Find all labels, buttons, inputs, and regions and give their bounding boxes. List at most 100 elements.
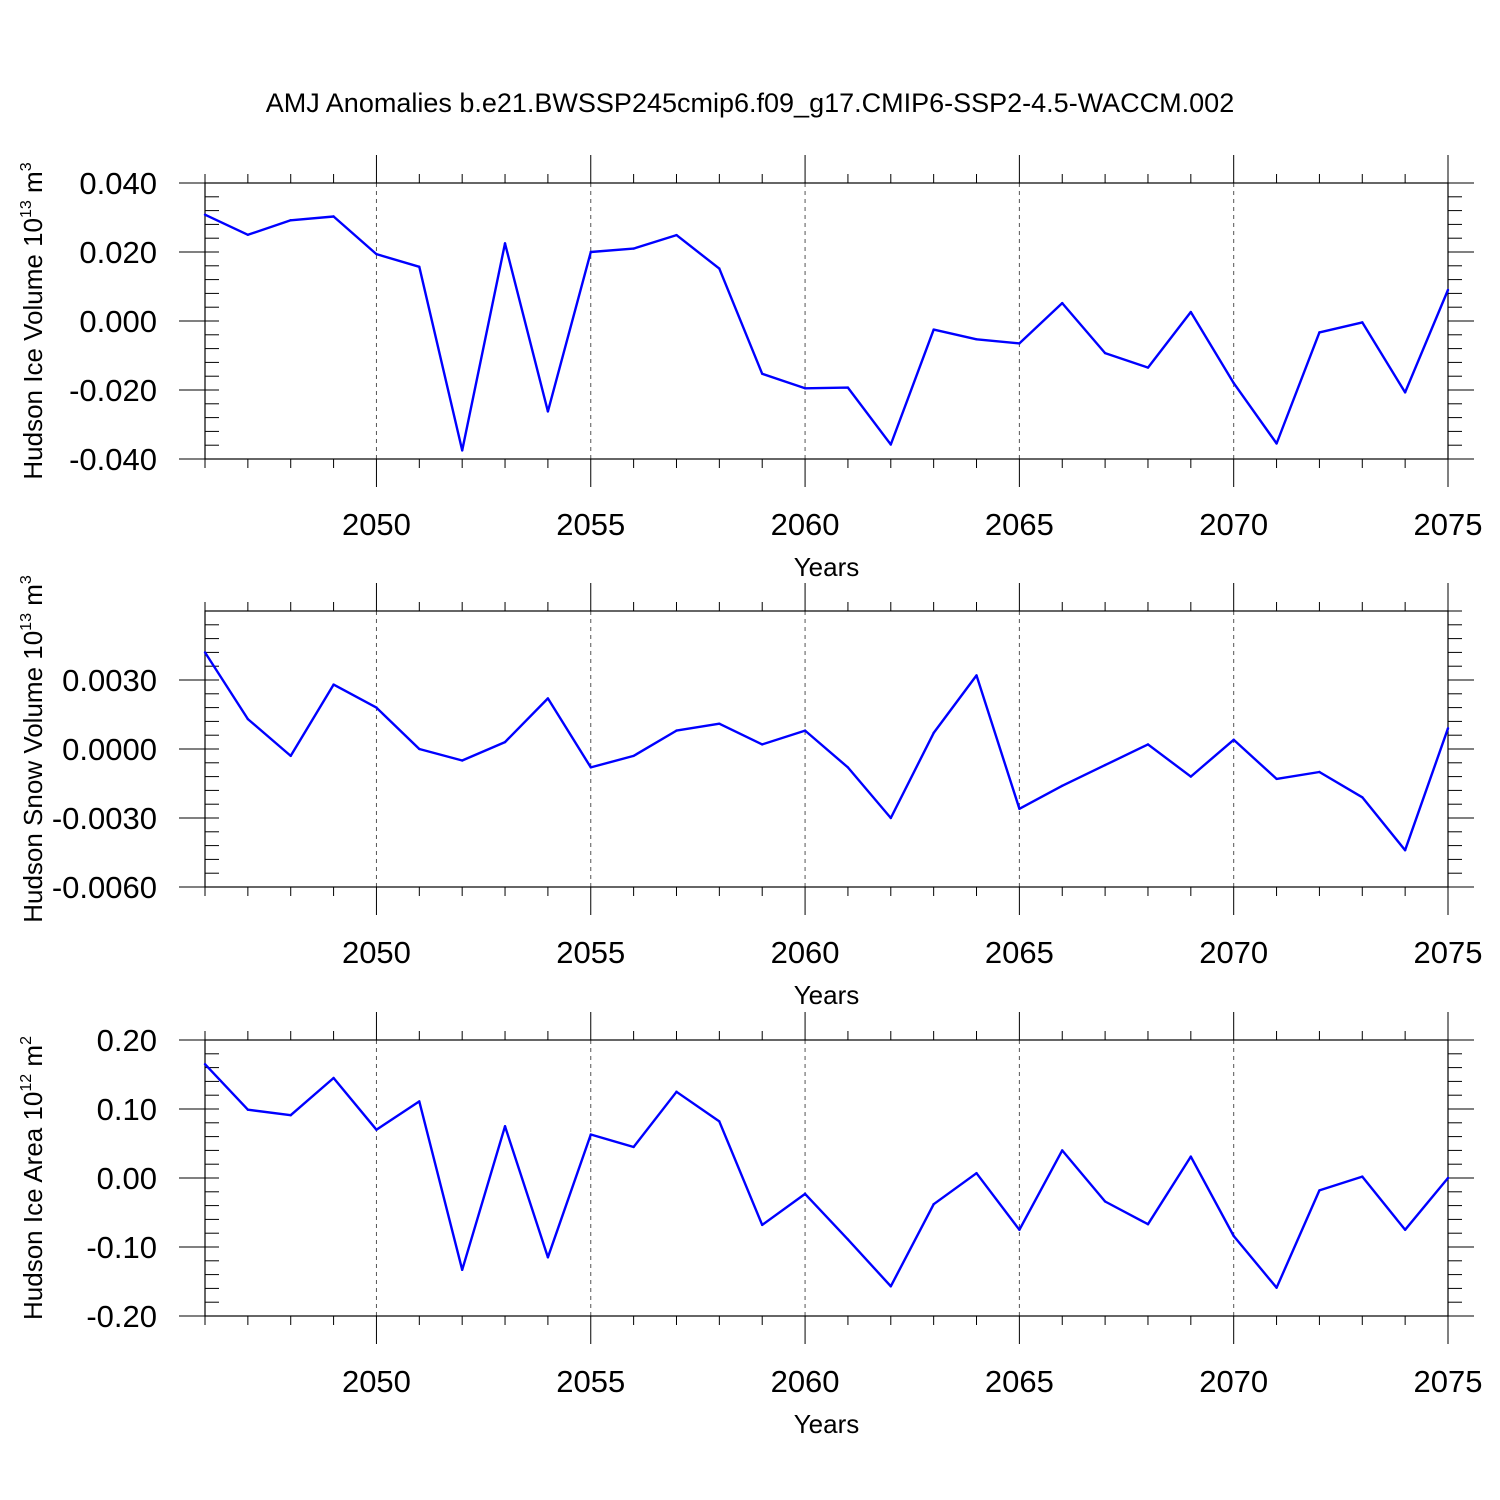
data-point (1361, 321, 1364, 324)
data-series-line (204, 1063, 1449, 1289)
y-tick-label: 0.020 (79, 235, 157, 270)
y-tick-label: 0.00 (97, 1161, 157, 1196)
data-point (375, 1128, 378, 1131)
y-axis-label: Hudson Ice Volume 1013 m3 (18, 162, 48, 479)
data-point (675, 1090, 678, 1093)
data-point (503, 740, 507, 744)
data-point (1361, 1175, 1364, 1178)
data-point (803, 1192, 807, 1196)
y-axis-label-text: Hudson Ice Volume 10 (18, 218, 48, 480)
y-axis-label-unit-exponent: 3 (18, 162, 35, 171)
data-point (889, 443, 892, 446)
data-point (1275, 777, 1278, 781)
data-point (975, 674, 978, 677)
data-point (803, 387, 807, 390)
y-axis-label-unit: m (18, 584, 48, 613)
data-point (632, 247, 635, 250)
y-axis-label: Hudson Ice Area 1012 m2 (18, 1036, 48, 1320)
x-tick-label: 2050 (342, 935, 411, 970)
data-point (332, 1076, 335, 1080)
data-point (1232, 381, 1235, 385)
data-series-line (203, 651, 1450, 852)
chart-title: AMJ Anomalies b.e21.BWSSP245cmip6.f09_g1… (266, 88, 1234, 118)
data-point (1318, 331, 1321, 334)
data-point (1403, 1228, 1407, 1231)
y-axis-label-unit: m (18, 1045, 48, 1074)
data-point (932, 731, 935, 735)
data-point (1189, 1155, 1193, 1158)
y-axis-label-unit-exponent: 2 (18, 1036, 35, 1045)
y-axis-label-text: Hudson Snow Volume 10 (18, 631, 48, 923)
data-point (546, 410, 550, 413)
plot-frame (204, 1039, 1449, 1317)
x-tick-label: 2055 (556, 1364, 625, 1399)
data-point (1403, 849, 1407, 852)
y-axis-label-exponent: 12 (18, 1074, 35, 1092)
data-series-line (204, 213, 1450, 452)
data-point (1361, 796, 1364, 799)
x-tick-label: 2050 (342, 507, 411, 542)
data-point (975, 1171, 978, 1175)
data-point (203, 213, 207, 216)
data-point (460, 759, 464, 762)
data-point (1189, 310, 1193, 314)
data-point (418, 265, 421, 269)
y-tick-label: -0.0030 (52, 801, 157, 836)
data-point (1146, 1223, 1150, 1226)
data-point (932, 328, 935, 331)
x-tick-label: 2050 (342, 1364, 411, 1399)
data-point (203, 1062, 207, 1066)
x-tick-label: 2075 (1414, 507, 1483, 542)
y-tick-label: -0.020 (69, 373, 157, 408)
data-point (375, 706, 378, 709)
data-point (632, 1145, 635, 1149)
data-point (503, 242, 507, 245)
data-point (1446, 288, 1450, 292)
x-axis-label: Years (794, 980, 860, 1010)
data-point (1061, 301, 1064, 305)
data-point (1146, 366, 1150, 369)
x-tick-label: 2070 (1199, 1364, 1268, 1399)
data-point (846, 1238, 850, 1241)
y-tick-label: 0.040 (79, 166, 157, 201)
snow-volume-panel: 2050 2055 2060 2065 2070 2075 -0.0060 -0.0030 0.… (18, 575, 1482, 1010)
y-axis-label-unit-exponent: 3 (18, 575, 35, 584)
data-point (1018, 807, 1021, 810)
data-point (846, 766, 850, 769)
data-point (761, 743, 764, 746)
data-point (1146, 743, 1150, 746)
x-tick-label: 2065 (985, 507, 1054, 542)
x-tick-label: 2075 (1414, 935, 1483, 970)
data-point (1232, 738, 1235, 741)
data-point (1018, 342, 1021, 345)
data-point (503, 1125, 507, 1128)
x-tick-label: 2070 (1199, 507, 1268, 542)
data-point (761, 1223, 764, 1227)
y-tick-label: -0.040 (69, 442, 157, 477)
data-point (889, 816, 892, 820)
data-point (460, 1268, 464, 1271)
y-tick-label: -0.10 (86, 1230, 157, 1265)
data-point (718, 722, 721, 725)
x-tick-label: 2055 (556, 507, 625, 542)
data-point (975, 338, 978, 341)
data-point (1446, 1176, 1450, 1180)
data-point (1103, 351, 1107, 355)
data-point (460, 449, 464, 452)
y-axis-label: Hudson Snow Volume 1013 m3 (18, 575, 48, 923)
x-tick-label: 2065 (985, 1364, 1054, 1399)
y-tick-label: -0.20 (86, 1299, 157, 1334)
data-point (718, 1120, 721, 1123)
data-point (1061, 1149, 1064, 1152)
data-point (546, 697, 550, 700)
data-point (803, 729, 807, 732)
y-axis-label-exponent: 13 (18, 613, 35, 631)
y-tick-label: 0.0030 (62, 663, 157, 698)
x-tick-label: 2060 (771, 507, 840, 542)
data-point (375, 252, 378, 256)
x-tick-label: 2070 (1199, 935, 1268, 970)
data-point (246, 233, 250, 236)
data-point (718, 267, 721, 270)
data-point (675, 729, 678, 732)
